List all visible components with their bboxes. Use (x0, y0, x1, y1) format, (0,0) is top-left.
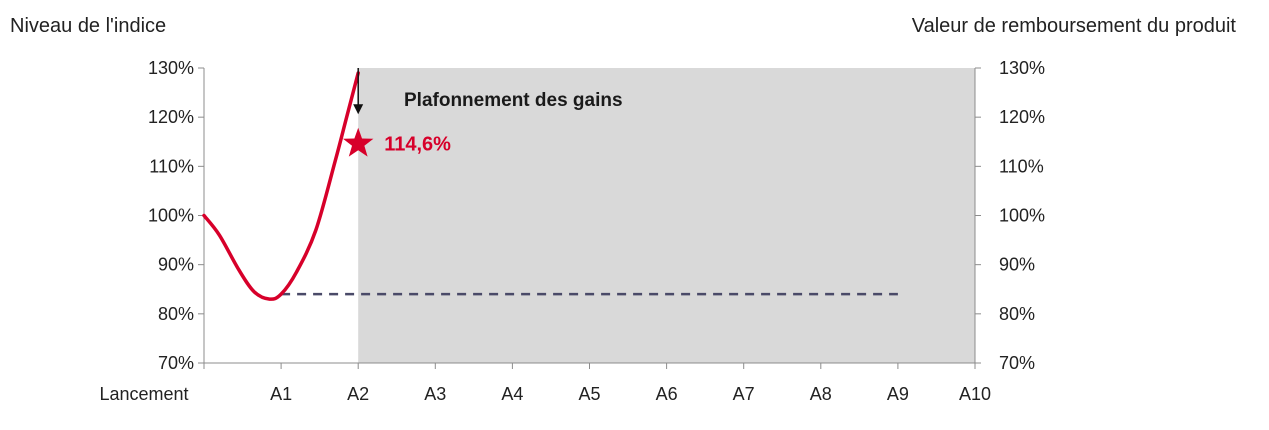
x-tick-label: A10 (959, 384, 991, 404)
star-icon (342, 127, 374, 157)
right-tick-label: 120% (999, 107, 1045, 127)
right-tick-label: 70% (999, 353, 1035, 373)
right-tick-label: 80% (999, 304, 1035, 324)
x-tick-label: A7 (733, 384, 755, 404)
right-tick-label: 110% (999, 156, 1044, 176)
left-axis-ticks: 70% 80% 90% 100% 110% 120% 130% (148, 58, 204, 373)
x-tick-label: A1 (270, 384, 292, 404)
index-curve-line (202, 71, 360, 301)
left-tick-label: 120% (148, 107, 194, 127)
cap-arrow-head (353, 104, 364, 115)
left-tick-label: 70% (158, 353, 194, 373)
x-tick-label: Lancement (99, 384, 188, 404)
left-tick-label: 80% (158, 304, 194, 324)
shaded-region (358, 68, 975, 363)
right-tick-label: 130% (999, 58, 1045, 78)
left-tick-label: 130% (148, 58, 194, 78)
left-tick-label: 100% (148, 206, 194, 226)
right-tick-label: 100% (999, 206, 1045, 226)
left-tick-label: 90% (158, 255, 194, 275)
left-axis-title: Niveau de l'indice (10, 15, 166, 37)
right-axis-ticks: 70% 80% 90% 100% 110% 120% 130% (975, 58, 1045, 373)
x-tick-label: A5 (578, 384, 600, 404)
x-axis-ticks: Lancement A1 A2 A3 A4 A5 A6 A7 A8 A9 A10 (99, 363, 991, 404)
x-tick-label: A8 (810, 384, 832, 404)
cap-label: Plafonnement des gains (404, 90, 623, 111)
left-tick-label: 110% (149, 156, 194, 176)
x-tick-label: A4 (501, 384, 523, 404)
final-value-label: 114,6% (384, 134, 451, 156)
x-tick-label: A2 (347, 384, 369, 404)
x-tick-label: A9 (887, 384, 909, 404)
right-tick-label: 90% (999, 255, 1035, 275)
x-tick-label: A6 (656, 384, 678, 404)
x-tick-label: A3 (424, 384, 446, 404)
right-axis-title: Valeur de remboursement du produit (912, 15, 1237, 37)
